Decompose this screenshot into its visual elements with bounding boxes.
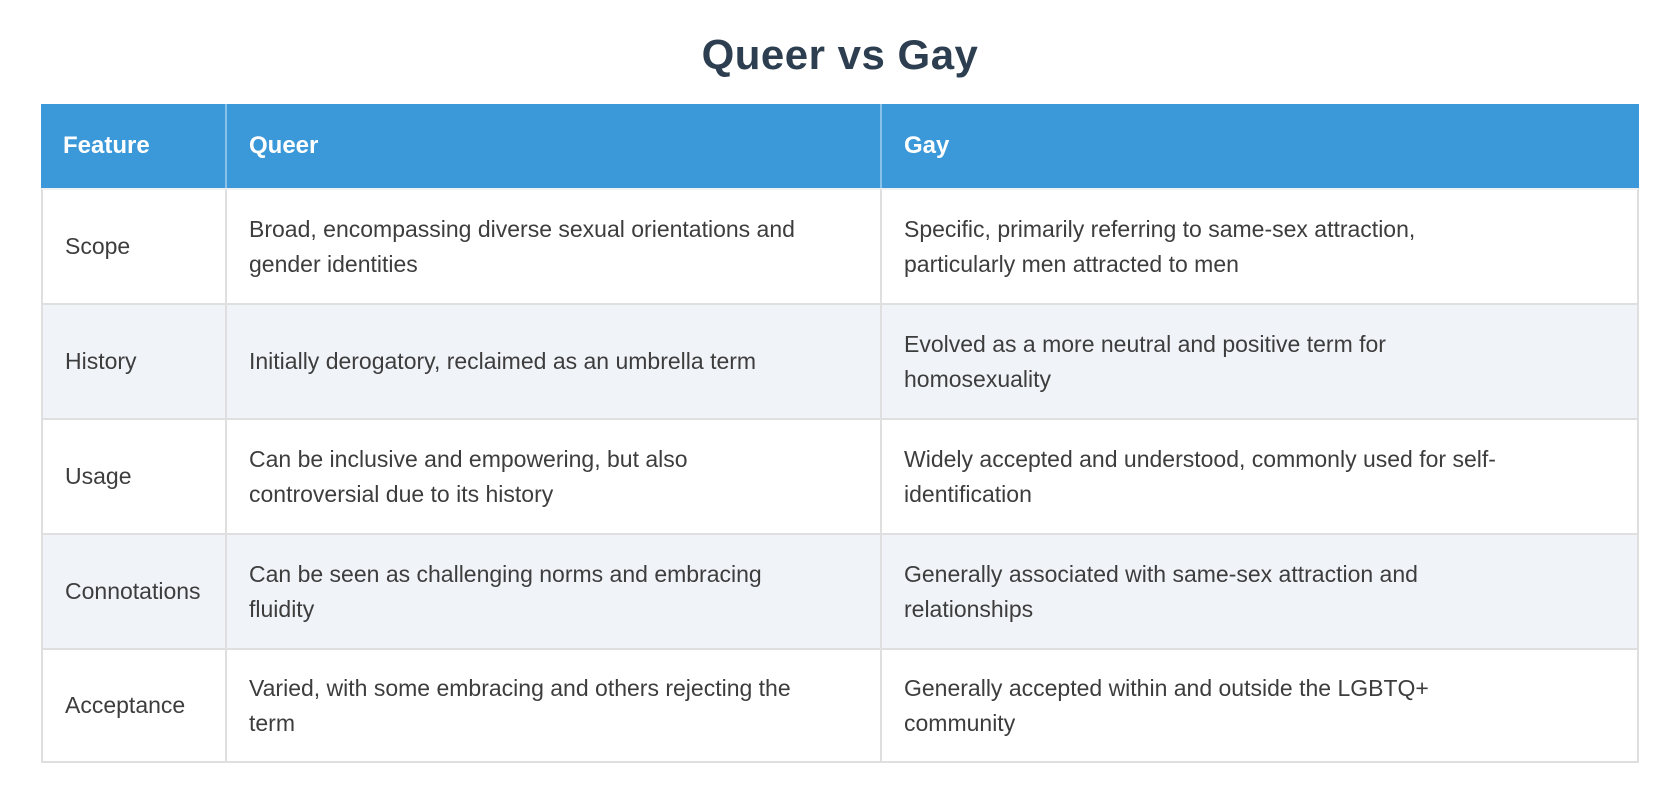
page-title: Queer vs Gay [701,31,979,78]
header-row: Feature Queer Gay [41,104,1639,188]
table-row: Usage Can be inclusive and empowering, b… [41,418,1639,533]
table-body: Scope Broad, encompassing diverse sexual… [41,188,1639,763]
table-row: Connotations Can be seen as challenging … [41,533,1639,648]
queer-cell: Initially derogatory, reclaimed as an um… [225,303,880,418]
feature-cell: Usage [41,418,225,533]
gay-cell: Generally associated with same-sex attra… [880,533,1639,648]
queer-cell: Can be seen as challenging norms and emb… [225,533,880,648]
table-row: Acceptance Varied, with some embracing a… [41,648,1639,763]
queer-cell: Can be inclusive and empowering, but als… [225,418,880,533]
gay-cell: Widely accepted and understood, commonly… [880,418,1639,533]
feature-cell: Scope [41,188,225,303]
table-row: History Initially derogatory, reclaimed … [41,303,1639,418]
queer-cell: Varied, with some embracing and others r… [225,648,880,763]
queer-cell: Broad, encompassing diverse sexual orien… [225,188,880,303]
comparison-table: Feature Queer Gay Scope Broad, encompass… [41,104,1639,763]
gay-cell: Generally accepted within and outside th… [880,648,1639,763]
header-cell-queer: Queer [225,104,880,188]
feature-cell: History [41,303,225,418]
table-row: Scope Broad, encompassing diverse sexual… [41,188,1639,303]
feature-cell: Acceptance [41,648,225,763]
feature-cell: Connotations [41,533,225,648]
header-cell-gay: Gay [880,104,1639,188]
header-cell-feature: Feature [41,104,225,188]
gay-cell: Specific, primarily referring to same-se… [880,188,1639,303]
table-header: Feature Queer Gay [41,104,1639,188]
gay-cell: Evolved as a more neutral and positive t… [880,303,1639,418]
